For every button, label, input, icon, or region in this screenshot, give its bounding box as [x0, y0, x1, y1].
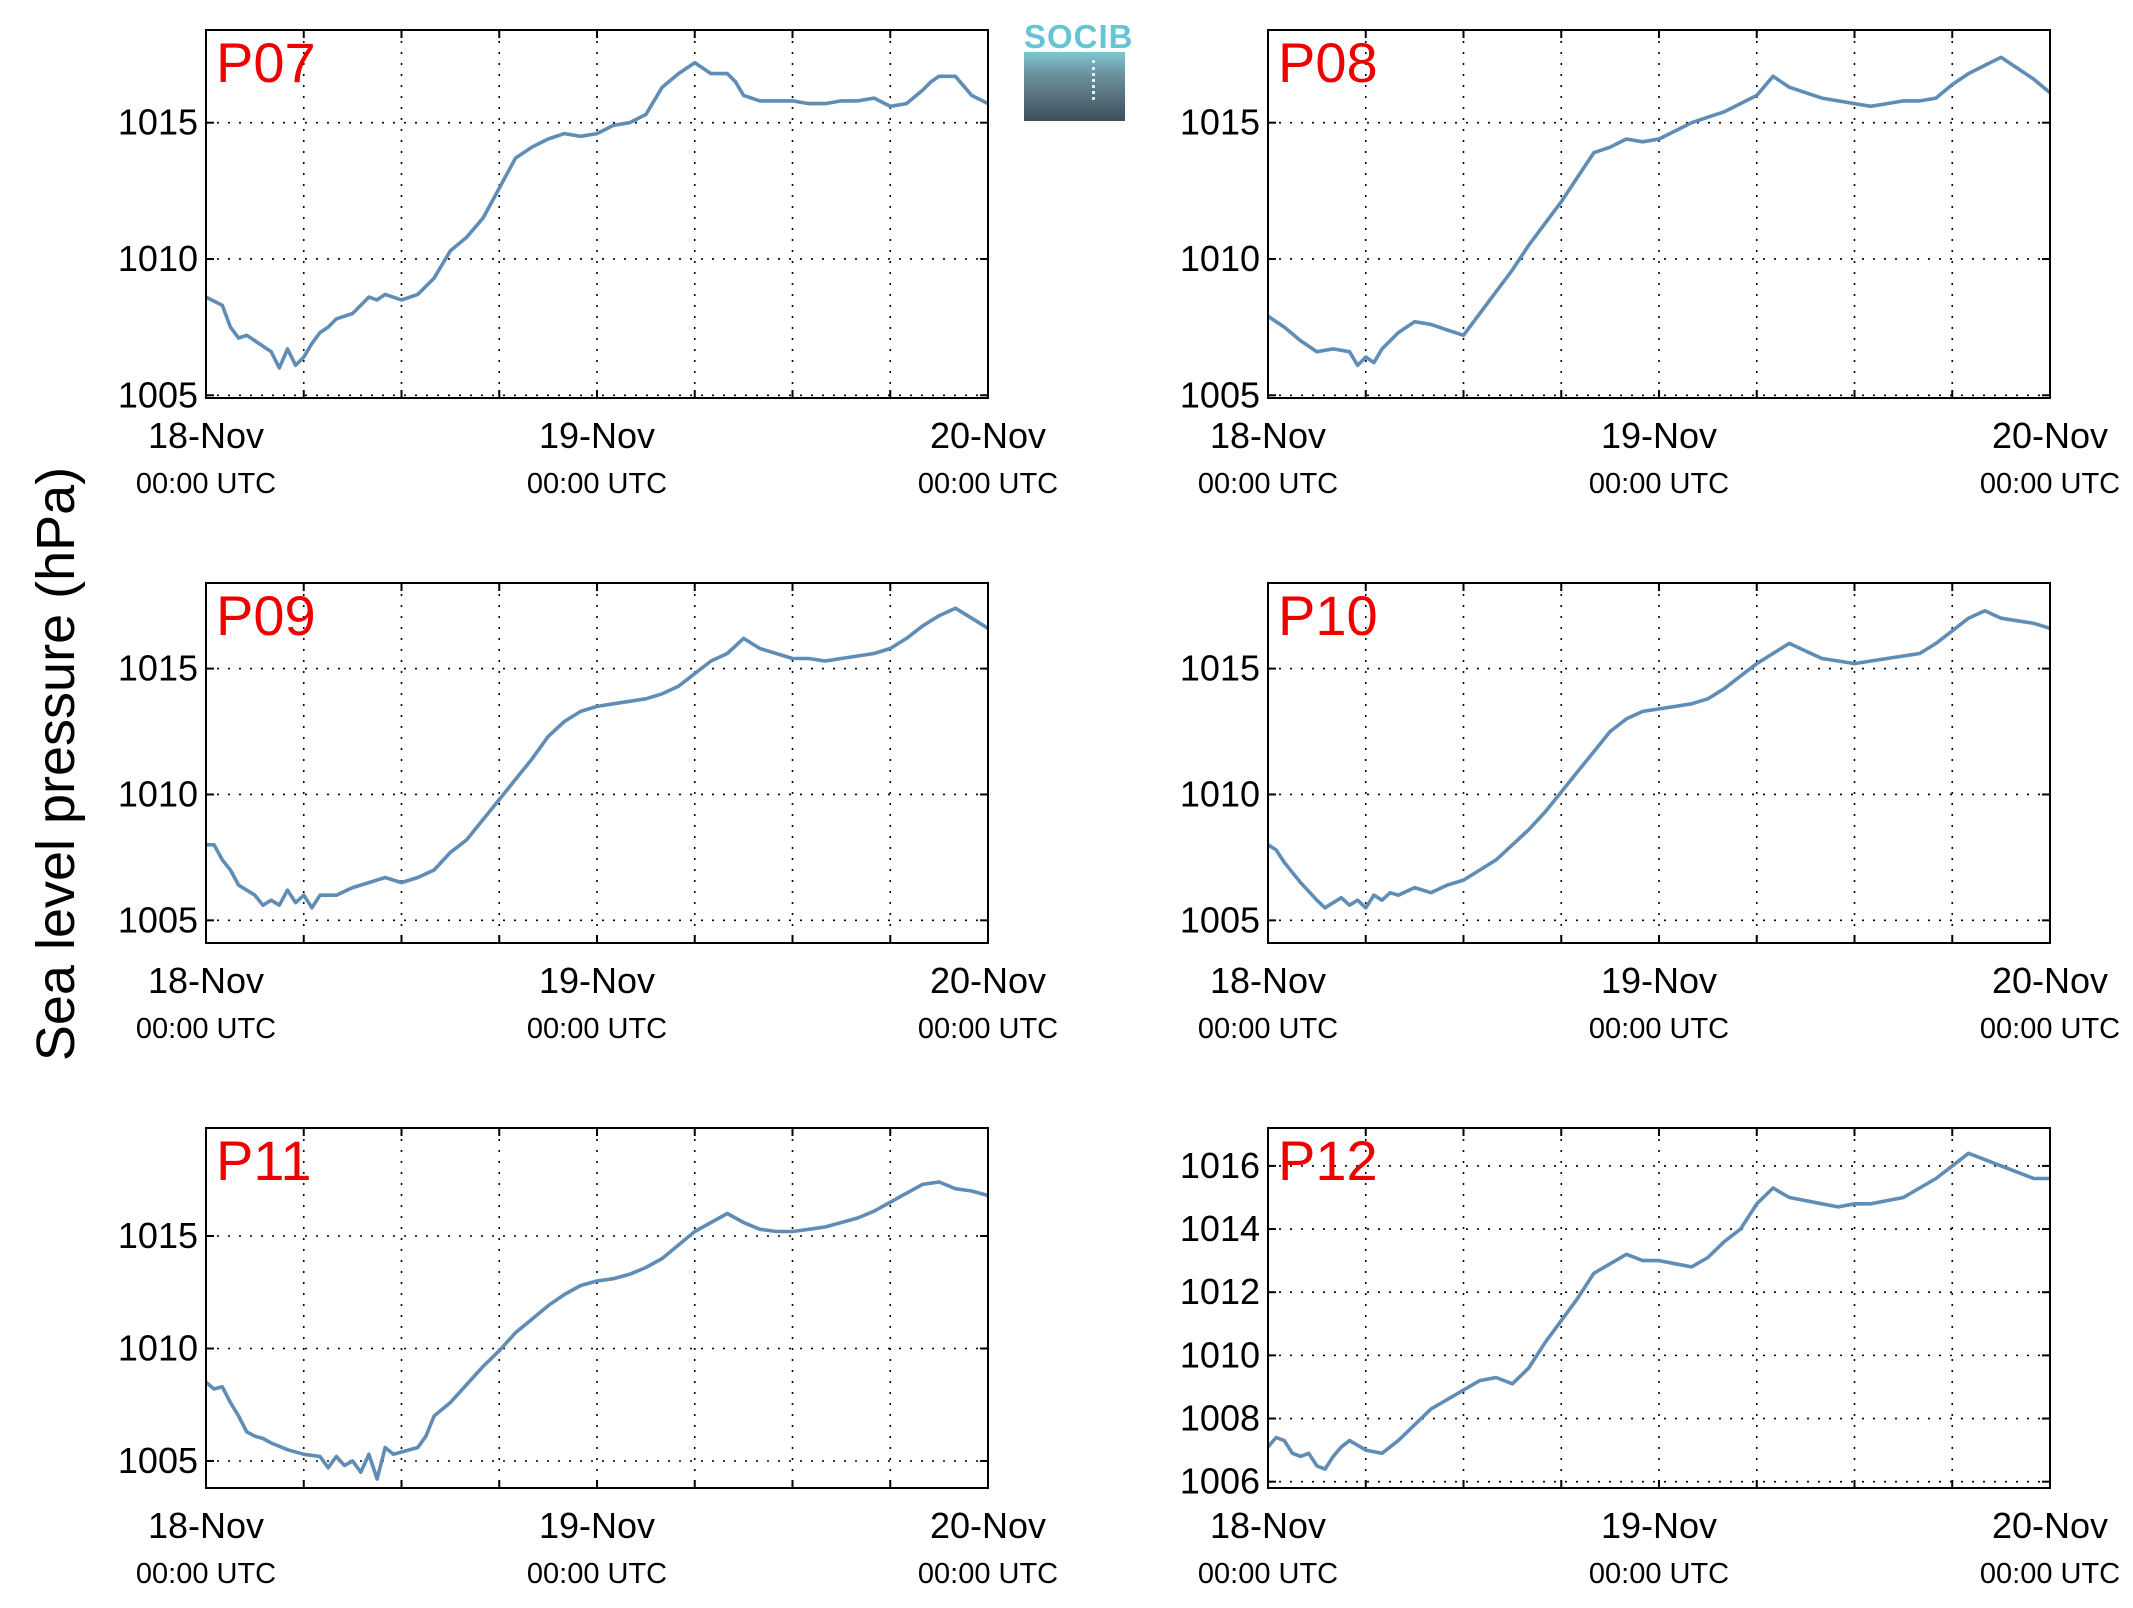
x-tick-label-date: 20-Nov [1992, 960, 2108, 1001]
x-tick-label-time: 00:00 UTC [527, 1013, 667, 1045]
panel-p09: 18-Nov 00:00 UTC 19-Nov 00:00 UTC 20-Nov 00:0… [118, 582, 1058, 1045]
panel-p12: 18-Nov 00:00 UTC 19-Nov 00:00 UTC 20-Nov 00:0… [1180, 1127, 2120, 1590]
y-tick-label: 1005 [118, 899, 198, 940]
y-tick-label: 1016 [1180, 1145, 1260, 1186]
y-tick-label: 1015 [118, 648, 198, 689]
series-line [205, 60, 989, 370]
y-tick-label: 1012 [1180, 1271, 1260, 1312]
y-axis-label: Sea level pressure (hPa) [26, 467, 86, 1061]
y-tick-label: 1005 [118, 374, 198, 415]
y-tick-label: 1010 [1180, 1334, 1260, 1375]
y-tick-label: 1006 [1180, 1461, 1260, 1502]
x-tick-label-date: 20-Nov [930, 960, 1046, 1001]
panel-title: P09 [216, 584, 316, 647]
x-tick-label-time: 00:00 UTC [136, 1013, 276, 1045]
panel-title: P12 [1278, 1129, 1378, 1192]
x-tick-label-date: 19-Nov [539, 1505, 655, 1546]
y-tick-label: 1005 [1180, 374, 1260, 415]
x-tick-label-date: 20-Nov [1992, 1505, 2108, 1546]
x-tick-label-date: 20-Nov [1992, 415, 2108, 456]
x-tick-label-time: 00:00 UTC [1980, 468, 2120, 500]
panel-title: P11 [216, 1129, 311, 1192]
x-tick-label-date: 19-Nov [1601, 960, 1717, 1001]
y-tick-label: 1015 [118, 1215, 198, 1256]
x-tick-label-date: 19-Nov [539, 415, 655, 456]
x-tick-label-time: 00:00 UTC [527, 1558, 667, 1590]
y-tick-label: 1015 [1180, 102, 1260, 143]
x-tick-label-time: 00:00 UTC [1589, 1013, 1729, 1045]
y-tick-label: 1015 [1180, 648, 1260, 689]
x-tick-label-time: 00:00 UTC [918, 468, 1058, 500]
panel-p07: 18-Nov 00:00 UTC 19-Nov 00:00 UTC 20-Nov 00:0… [118, 29, 1058, 500]
series-line [1267, 608, 2051, 910]
x-tick-label-date: 20-Nov [930, 415, 1046, 456]
x-tick-label-date: 19-Nov [539, 960, 655, 1001]
x-tick-label-date: 18-Nov [1210, 1505, 1326, 1546]
x-tick-label-time: 00:00 UTC [1198, 1558, 1338, 1590]
logo-text: SOCIB [1024, 18, 1134, 55]
axes-frame [205, 582, 989, 944]
y-tick-label: 1010 [118, 1328, 198, 1369]
series-line [1266, 55, 2052, 368]
x-tick-label-time: 00:00 UTC [1198, 1013, 1338, 1045]
panel-p10: 18-Nov 00:00 UTC 19-Nov 00:00 UTC 20-Nov 00:0… [1180, 582, 2120, 1045]
socib-logo: SOCIB [1024, 18, 1134, 121]
axes-frame [205, 1127, 989, 1489]
x-tick-label-time: 00:00 UTC [1980, 1558, 2120, 1590]
y-tick-label: 1005 [118, 1440, 198, 1481]
y-tick-label: 1005 [1180, 899, 1260, 940]
y-tick-label: 1010 [1180, 773, 1260, 814]
x-tick-label-time: 00:00 UTC [136, 1558, 276, 1590]
logo-buoy-mark [1092, 60, 1095, 100]
y-tick-label: 1008 [1180, 1398, 1260, 1439]
x-tick-label-date: 18-Nov [148, 960, 264, 1001]
logo-sea-band [1024, 52, 1125, 121]
x-tick-label-date: 18-Nov [1210, 960, 1326, 1001]
panel-title: P07 [216, 31, 316, 94]
x-tick-label-time: 00:00 UTC [918, 1558, 1058, 1590]
x-tick-label-time: 00:00 UTC [918, 1013, 1058, 1045]
panel-title: P10 [1278, 584, 1378, 647]
x-tick-label-date: 19-Nov [1601, 415, 1717, 456]
x-tick-label-time: 00:00 UTC [1980, 1013, 2120, 1045]
x-tick-label-date: 18-Nov [1210, 415, 1326, 456]
y-tick-label: 1010 [118, 773, 198, 814]
y-tick-label: 1015 [118, 102, 198, 143]
x-tick-label-time: 00:00 UTC [136, 468, 276, 500]
x-tick-label-date: 18-Nov [148, 415, 264, 456]
series-line [206, 606, 989, 910]
panel-title: P08 [1278, 31, 1378, 94]
series-line [1266, 1151, 2050, 1471]
panel-p11: 18-Nov 00:00 UTC 19-Nov 00:00 UTC 20-Nov 00:0… [118, 1127, 1058, 1590]
panel-p08: 18-Nov 00:00 UTC 19-Nov 00:00 UTC 20-Nov 00:0… [1180, 29, 2120, 500]
x-tick-label-date: 19-Nov [1601, 1505, 1717, 1546]
x-tick-label-date: 20-Nov [930, 1505, 1046, 1546]
x-tick-label-time: 00:00 UTC [1198, 468, 1338, 500]
y-tick-label: 1010 [118, 238, 198, 279]
x-tick-label-date: 18-Nov [148, 1505, 264, 1546]
y-tick-label: 1014 [1180, 1208, 1260, 1249]
x-tick-label-time: 00:00 UTC [1589, 468, 1729, 500]
x-tick-label-time: 00:00 UTC [527, 468, 667, 500]
series-line [204, 1180, 989, 1481]
axes-frame [1267, 582, 2051, 944]
y-tick-label: 1010 [1180, 238, 1260, 279]
x-tick-label-time: 00:00 UTC [1589, 1558, 1729, 1590]
